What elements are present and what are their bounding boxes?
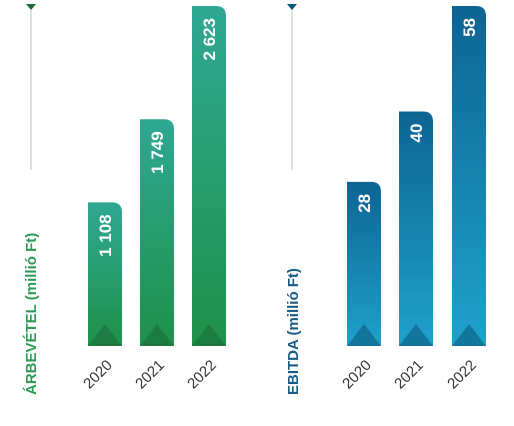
bar-2020 <box>347 181 381 346</box>
data-label-2021: 1 749 <box>148 131 167 174</box>
bar-2022 <box>452 6 486 346</box>
y-axis-label: EBITDA (millió Ft) <box>285 268 302 395</box>
x-tick-label: 2020 <box>339 357 375 393</box>
bar-base-marker <box>192 324 226 346</box>
axis-marker-triangle <box>26 4 36 10</box>
y-axis-label: ÁRBEVÉTEL (millió Ft) <box>23 233 40 395</box>
data-label-2022: 58 <box>460 18 479 37</box>
data-label-2020: 28 <box>355 194 374 213</box>
axis-marker-triangle <box>287 4 297 10</box>
data-label-2022: 2 623 <box>200 18 219 61</box>
bar-base-marker <box>452 324 486 346</box>
x-tick-label: 2020 <box>80 357 116 393</box>
bar-2021 <box>140 119 174 346</box>
revenue-chart: ÁRBEVÉTEL (millió Ft) 1 108 2020 1 749 2021… <box>23 4 226 395</box>
bar-base-marker <box>88 324 122 346</box>
revenue-bars: 1 108 2020 1 749 2021 2 623 2022 <box>80 6 226 392</box>
data-label-2021: 40 <box>407 124 426 143</box>
x-tick-label: 2022 <box>184 357 220 393</box>
x-tick-label: 2021 <box>132 357 168 393</box>
bar-2020 <box>88 202 122 346</box>
bar-base-marker <box>399 324 433 346</box>
ebitda-chart: EBITDA (millió Ft) 28 2020 40 2021 58 2022 <box>285 4 486 395</box>
bar-base-marker <box>140 324 174 346</box>
bar-2021 <box>399 111 433 346</box>
bar-2022 <box>192 6 226 346</box>
bar-base-marker <box>347 324 381 346</box>
x-tick-label: 2021 <box>391 357 427 393</box>
ebitda-bars: 28 2020 40 2021 58 2022 <box>339 6 486 392</box>
x-tick-label: 2022 <box>444 357 480 393</box>
data-label-2020: 1 108 <box>96 214 115 257</box>
